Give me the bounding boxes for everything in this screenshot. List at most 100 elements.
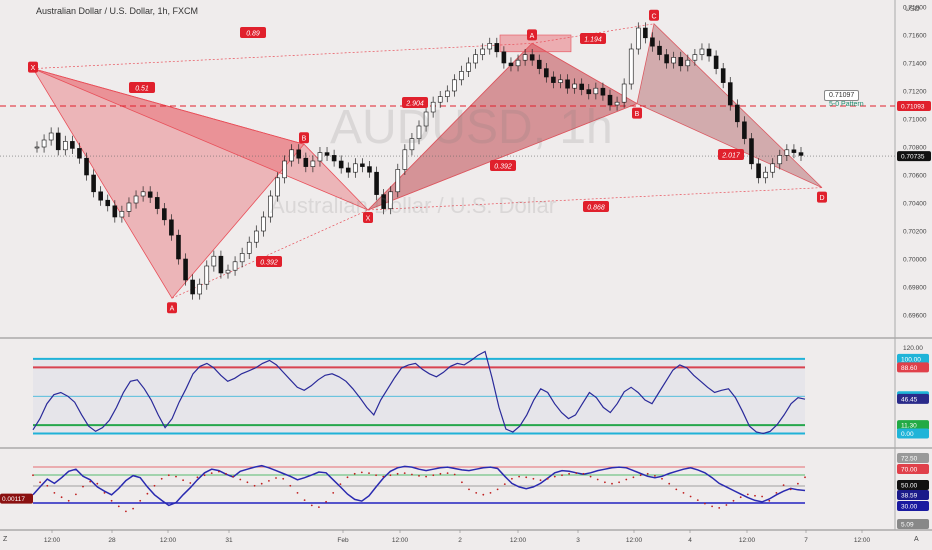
cci-dot <box>625 478 628 481</box>
cci-dot <box>375 474 377 477</box>
cci-dot <box>768 499 771 502</box>
candle-body <box>713 55 719 69</box>
candle-body <box>133 195 139 204</box>
candle-body <box>635 27 641 50</box>
candle-body <box>480 48 485 55</box>
cci-dot <box>482 493 485 496</box>
candle-body <box>671 57 676 64</box>
cci-dot <box>518 475 520 478</box>
cci-dot <box>53 492 56 494</box>
candle-body <box>331 155 337 162</box>
price-tag-label: 0.71093 <box>901 103 925 110</box>
time-tick-label: 28 <box>108 537 116 544</box>
candle-body <box>692 54 698 61</box>
ratio-label: 0.868 <box>587 205 605 212</box>
cci-dot <box>225 472 227 475</box>
candle-body <box>70 141 75 149</box>
candle-body <box>720 68 726 83</box>
cci-dot <box>82 485 84 488</box>
ratio-badge <box>240 27 266 38</box>
osc-level-tag <box>897 353 929 364</box>
cci-dot <box>103 492 106 494</box>
candle-body <box>176 234 181 260</box>
cci-dot <box>353 472 356 475</box>
candle-body <box>522 54 528 61</box>
pattern-point-badge <box>649 9 659 21</box>
candle-body <box>126 202 132 212</box>
candle-body <box>345 167 351 173</box>
candle-body <box>218 255 224 274</box>
candle-body <box>586 89 592 95</box>
candle-body <box>324 152 330 156</box>
cci-dot <box>718 507 721 509</box>
cci-dot <box>167 474 170 477</box>
cci-dot <box>303 499 306 501</box>
price-tick-label: 0.70200 <box>903 229 927 236</box>
time-tick-label: 3 <box>576 537 580 544</box>
candle-body <box>536 59 542 69</box>
candle-body <box>289 149 294 162</box>
candle-body <box>643 27 648 39</box>
pattern-point-d: D <box>819 195 824 202</box>
cci-dot <box>310 504 313 507</box>
pattern-point-c: C <box>651 13 656 20</box>
cci-dot <box>618 481 620 484</box>
cci-dot <box>175 475 177 478</box>
candle-body <box>678 57 684 67</box>
candle-body <box>487 43 493 50</box>
pattern-name-label: 5-0 Pattern <box>829 101 864 108</box>
ratio-badge <box>256 256 282 267</box>
time-tick-label: 12:00 <box>160 537 177 544</box>
price-tick-label: 0.70600 <box>903 173 927 180</box>
candle-body <box>544 68 549 78</box>
auto-scale-button[interactable]: A <box>914 536 919 543</box>
candle-body <box>338 160 344 169</box>
cci-dot <box>468 488 470 491</box>
candle-body <box>204 265 210 285</box>
cci-level-label: 70.00 <box>901 467 918 474</box>
z-button[interactable]: Z <box>3 536 8 543</box>
cci-dot <box>561 474 563 477</box>
cci-level-tag <box>897 519 929 529</box>
cci-dot <box>568 472 570 475</box>
cci-dot <box>689 495 692 498</box>
candle-body <box>246 241 252 254</box>
pattern-point-badge <box>632 107 642 119</box>
cci-dot <box>439 472 442 475</box>
candle-body <box>183 258 188 281</box>
cci-dot <box>139 499 142 502</box>
cci-dot <box>611 482 613 485</box>
price-tick-label: 0.70400 <box>903 201 927 208</box>
candle-body <box>147 191 153 198</box>
cci-dot <box>260 482 263 485</box>
cci-dot <box>75 493 77 496</box>
candle-body <box>232 261 238 271</box>
cci-dot <box>797 482 799 485</box>
chart-title: Australian Dollar / U.S. Dollar, 1h, FXC… <box>36 6 199 16</box>
candle-body <box>685 59 691 67</box>
price-tick-label: 0.69800 <box>903 285 927 292</box>
candle-body <box>579 83 585 90</box>
candle-body <box>423 111 429 127</box>
price-annotation[interactable]: 0.71097 <box>824 90 860 101</box>
time-tick-label: 2 <box>458 537 462 544</box>
cci-level-tag <box>897 490 929 500</box>
pattern-point-badge <box>527 29 537 41</box>
pattern-point-badge <box>817 191 827 203</box>
price-tick-label: 0.70800 <box>903 145 927 152</box>
cci-dot <box>711 505 713 508</box>
candle-body <box>551 76 556 83</box>
cci-dot <box>654 475 656 477</box>
cci-dot <box>532 477 535 480</box>
candle-body <box>154 197 160 209</box>
cci-dot <box>575 472 578 474</box>
cci-dot <box>182 479 185 482</box>
cci-dot <box>210 472 213 474</box>
cci-dot <box>725 504 728 506</box>
cci-current-label: 0.00117 <box>2 496 25 503</box>
cci-dot <box>268 480 270 482</box>
cci-dot <box>389 474 392 477</box>
cci-dot <box>117 505 120 508</box>
candle-body <box>565 79 570 89</box>
